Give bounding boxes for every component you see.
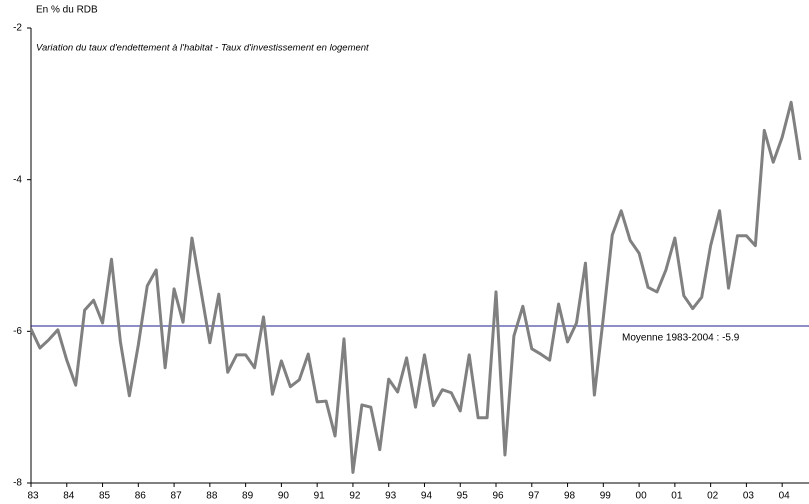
subtitle: Variation du taux d'endettement à l'habi… xyxy=(36,43,369,54)
x-tick-label: 04 xyxy=(779,491,791,502)
x-tick-label: 01 xyxy=(671,491,683,502)
x-tick-label: 02 xyxy=(707,491,719,502)
x-tick-label: 88 xyxy=(206,491,218,502)
y-axis-label: En % du RDB xyxy=(36,5,98,16)
x-tick-label: 99 xyxy=(600,491,612,502)
x-tick-label: 00 xyxy=(636,491,648,502)
x-tick-label: 03 xyxy=(743,491,755,502)
x-tick-label: 84 xyxy=(63,491,75,502)
x-tick-label: 87 xyxy=(171,491,183,502)
x-tick-label: 96 xyxy=(492,491,504,502)
y-tick-label: -6 xyxy=(13,326,22,337)
mean-label: Moyenne 1983-2004 : -5.9 xyxy=(622,333,740,344)
x-tick-label: 98 xyxy=(564,491,576,502)
x-tick-label: 93 xyxy=(385,491,397,502)
x-tick-label: 97 xyxy=(528,491,540,502)
x-tick-label: 90 xyxy=(278,491,290,502)
x-tick-label: 83 xyxy=(27,491,39,502)
x-tick-label: 91 xyxy=(314,491,326,502)
y-tick-label: -2 xyxy=(13,23,22,34)
y-tick-label: -8 xyxy=(13,478,22,489)
x-tick-label: 86 xyxy=(135,491,147,502)
data-line xyxy=(29,100,802,474)
x-tick-label: 85 xyxy=(99,491,111,502)
y-tick-label: -4 xyxy=(13,174,22,185)
x-tick-label: 95 xyxy=(457,491,469,502)
x-tick-label: 92 xyxy=(349,491,361,502)
x-tick-label: 94 xyxy=(421,491,433,502)
x-tick-label: 89 xyxy=(242,491,254,502)
